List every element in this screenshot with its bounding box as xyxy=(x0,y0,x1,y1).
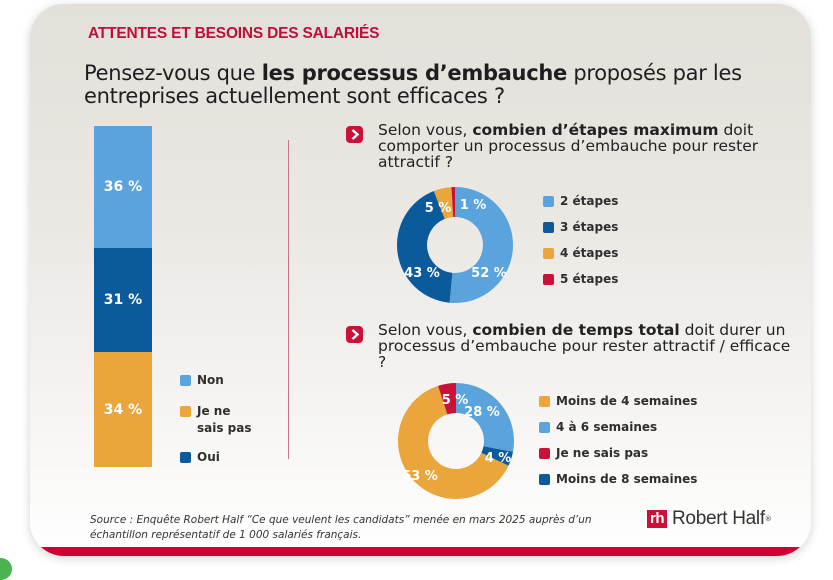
donut-chart-duration: 28 % 4 % 63 % 5 % xyxy=(398,383,514,499)
rh-logo-mark: rh xyxy=(647,510,667,528)
title-post: proposés par les entreprises actuellemen… xyxy=(84,61,742,108)
legend-swatch xyxy=(539,474,550,485)
donut-slice-label: 43 % xyxy=(404,266,440,281)
donut-slice-moins-de-4-semaines xyxy=(398,385,509,499)
infographic-card: ATTENTES ET BESOINS DES SALARIÉS Pensez-… xyxy=(30,4,811,556)
donut-slice-moins-de-8-semaines xyxy=(481,446,513,466)
legend-label: Non xyxy=(197,373,224,387)
legend-label: Moins de 8 semaines xyxy=(556,472,698,486)
legend-item: Moins de 4 semaines xyxy=(539,393,697,410)
donut-slice-label: 4 % xyxy=(485,451,512,466)
legend-item: 4 à 6 semaines xyxy=(539,419,697,436)
donut-slice-2-étapes xyxy=(449,187,513,303)
legend-swatch xyxy=(543,222,554,233)
legend-swatch xyxy=(539,448,550,459)
stacked-bar: 36 % 31 % 34 % xyxy=(94,126,152,467)
legend-item: Oui xyxy=(180,449,260,466)
legend-swatch xyxy=(180,406,191,417)
donut-slice-4-étapes xyxy=(433,187,454,219)
donut-slice-label: 52 % xyxy=(471,266,507,281)
legend-item: Moins de 8 semaines xyxy=(539,471,697,488)
question-2-bold: combien de temps total xyxy=(472,321,680,339)
legend-swatch xyxy=(539,422,550,433)
source-note: Source : Enquête Robert Half “Ce que veu… xyxy=(90,514,592,541)
chevron-right-icon xyxy=(346,326,363,343)
legend-item: 4 étapes xyxy=(543,245,618,262)
robert-half-logo: rh Robert Half ® xyxy=(647,508,772,530)
legend-swatch xyxy=(543,248,554,259)
donut-chart-steps: 52 % 43 % 5 % 1 % xyxy=(397,187,513,303)
chevron-right-icon xyxy=(346,126,363,143)
legend-label: Moins de 4 semaines xyxy=(556,394,698,408)
question-1-post: doit comporter un processus d’embauche p… xyxy=(378,121,759,171)
legend-label: Je ne sais pas xyxy=(197,404,252,435)
legend-label: Je ne sais pas xyxy=(556,446,649,460)
legend-label: 2 étapes xyxy=(560,194,619,208)
legend-item: Je ne sais pas xyxy=(180,403,260,437)
bottom-accent-band xyxy=(30,547,811,556)
bar-segment-je-ne-sais-pas: 34 % xyxy=(94,352,152,467)
bar-segment-non: 36 % xyxy=(94,126,152,248)
main-question-title: Pensez-vous que les processus d’embauche… xyxy=(84,62,804,108)
bar-legend: Non Je ne sais pas Oui xyxy=(180,372,260,480)
question-2-pre: Selon vous, xyxy=(378,321,473,339)
logo-text: Robert Half xyxy=(672,508,765,529)
question-1: Selon vous, combien d’étapes maximum doi… xyxy=(378,122,798,170)
title-bold: les processus d’embauche xyxy=(261,61,568,85)
legend-label: 4 à 6 semaines xyxy=(556,420,658,434)
legend-swatch xyxy=(543,274,554,285)
legend-item: 2 étapes xyxy=(543,193,618,210)
donut-slice-5-étapes xyxy=(451,187,455,218)
donut-slice-label: 5 % xyxy=(425,201,452,216)
legend-item: Non xyxy=(180,372,260,389)
legend-swatch xyxy=(180,375,191,386)
bar-segment-label: 34 % xyxy=(103,401,143,418)
legend-swatch xyxy=(543,196,554,207)
donut-slice-4-à-6-semaines xyxy=(456,383,514,452)
legend-label: 4 étapes xyxy=(560,246,619,260)
donut-slice-label: 1 % xyxy=(460,198,487,213)
bar-segment-oui: 31 % xyxy=(94,247,152,353)
bar-segment-label: 36 % xyxy=(103,178,143,195)
legend-item: 5 étapes xyxy=(543,271,618,288)
legend-swatch xyxy=(180,452,191,463)
legend-swatch xyxy=(539,396,550,407)
donut-steps-legend: 2 étapes 3 étapes 4 étapes 5 étapes xyxy=(543,193,618,297)
question-2: Selon vous, combien de temps total doit … xyxy=(378,322,798,370)
donut-slice-je-ne-sais-pas xyxy=(438,383,456,415)
question-2-post: doit durer un processus d’embauche pour … xyxy=(378,321,791,371)
legend-item: 3 étapes xyxy=(543,219,618,236)
donut-slice-3-étapes xyxy=(397,190,453,303)
donut-duration-legend: Moins de 4 semaines 4 à 6 semaines Je ne s… xyxy=(539,393,697,497)
question-1-pre: Selon vous, xyxy=(378,121,473,139)
legend-label: 3 étapes xyxy=(560,220,619,234)
legend-item: Je ne sais pas xyxy=(539,445,697,462)
question-1-bold: combien d’étapes maximum xyxy=(472,121,719,139)
legend-label: 5 étapes xyxy=(560,272,619,286)
bar-segment-label: 31 % xyxy=(103,291,143,308)
corner-badge xyxy=(0,558,12,580)
donut-slice-label: 63 % xyxy=(402,469,438,484)
donut-slice-label: 5 % xyxy=(442,393,469,408)
vertical-divider xyxy=(288,140,289,459)
title-pre: Pensez-vous que xyxy=(84,61,262,85)
registered-mark: ® xyxy=(764,515,772,523)
donut-slice-label: 28 % xyxy=(464,405,500,420)
section-kicker: ATTENTES ET BESOINS DES SALARIÉS xyxy=(88,25,380,42)
legend-label: Oui xyxy=(197,450,220,464)
